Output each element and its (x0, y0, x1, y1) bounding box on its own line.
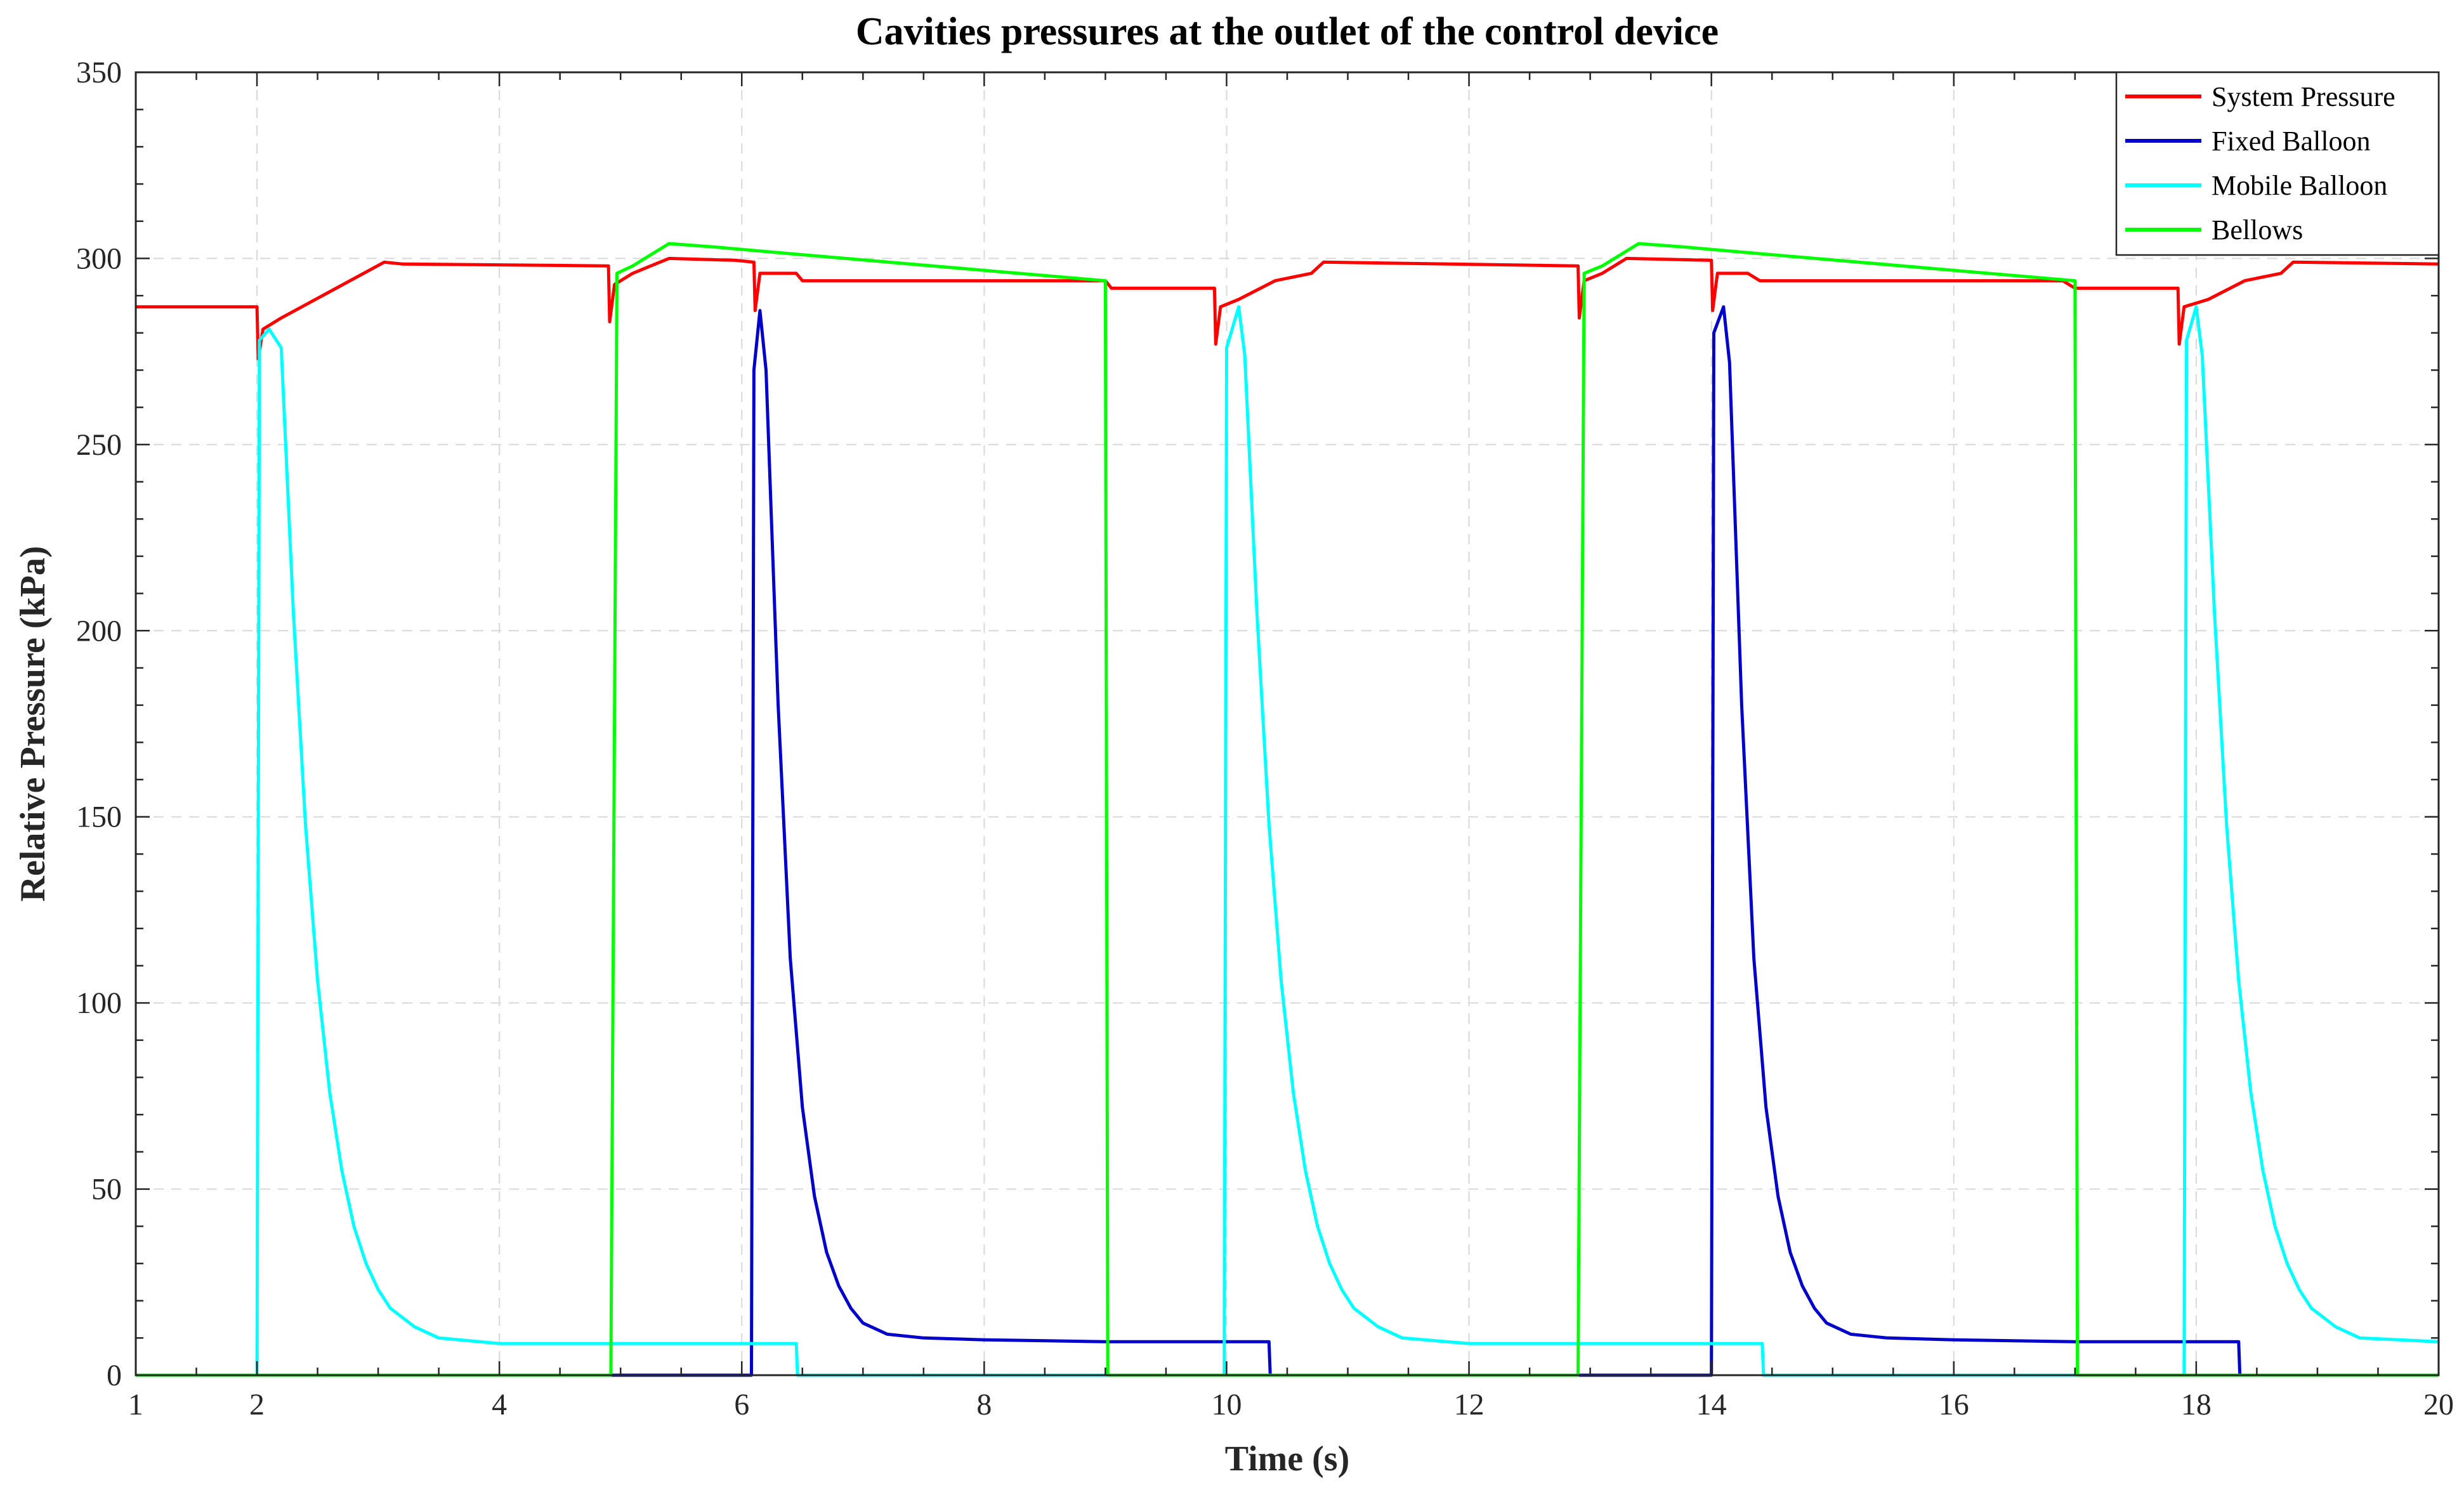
legend-box (2115, 71, 2440, 256)
x-axis-label: Time (s) (1225, 1439, 1350, 1479)
x-tick-label: 8 (976, 1388, 992, 1421)
series-line-mobile-balloon (136, 305, 2439, 1377)
x-tick-label: 4 (492, 1388, 507, 1421)
x-tick-label: 2 (249, 1388, 265, 1421)
y-tick-label: 0 (107, 1359, 122, 1392)
series-line-system-pressure (136, 256, 2439, 361)
y-tick-label: 150 (76, 801, 122, 834)
x-tick-label: 16 (1939, 1388, 1969, 1421)
legend: System Pressure Fixed Balloon Mobile Ballo… (2115, 71, 2440, 256)
legend-label: Bellows (2212, 214, 2303, 245)
y-axis-label: Relative Pressure (kPa) (13, 546, 53, 902)
y-tick-label: 100 (76, 986, 122, 1020)
chart-title: Cavities pressures at the outlet of the … (856, 10, 1719, 53)
x-tick-label: 1 (128, 1388, 143, 1421)
x-tick-label: 10 (1211, 1388, 1242, 1421)
x-tick-label: 14 (1696, 1388, 1727, 1421)
y-tick-label: 50 (91, 1173, 122, 1206)
legend-label: Fixed Balloon (2212, 126, 2371, 157)
x-tick-label: 18 (2181, 1388, 2212, 1421)
y-tick-label: 250 (76, 428, 122, 462)
y-tick-label: 200 (76, 614, 122, 648)
y-tick-label: 300 (76, 242, 122, 275)
x-tick-label: 6 (734, 1388, 749, 1421)
x-tick-label: 12 (1454, 1388, 1484, 1421)
legend-label: System Pressure (2212, 81, 2395, 112)
x-tick-label: 20 (2423, 1388, 2454, 1421)
y-tick-label: 350 (76, 56, 122, 89)
legend-label: Mobile Balloon (2212, 170, 2387, 201)
